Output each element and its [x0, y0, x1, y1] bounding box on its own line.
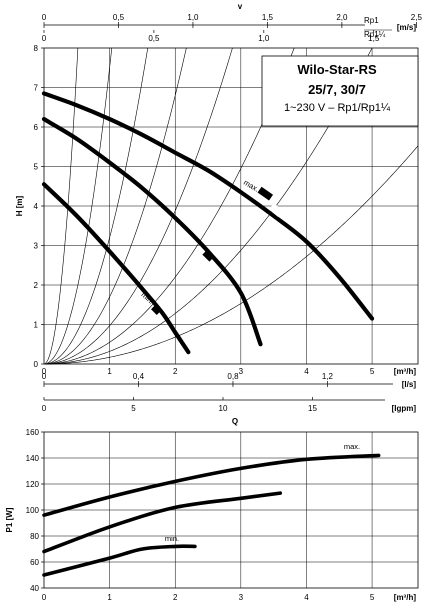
- v-rp1-tick-label: 0,5: [113, 13, 125, 22]
- hq-series-3: [41, 182, 191, 355]
- p1-ytick-label: 160: [26, 428, 40, 437]
- v-rp1-tick-label: 1,5: [262, 13, 274, 22]
- p1-xlabel: [m³/h]: [394, 593, 417, 602]
- m3h-tick-label: 2: [173, 367, 178, 376]
- p1-axes: 40 60 80 100 120 140 160 0 1 2 3 4 5 [m³/h] P1 [W]: [5, 428, 416, 602]
- p1-xtick-label: 5: [370, 593, 375, 602]
- p1-xtick-label: 1: [107, 593, 112, 602]
- ls-unit: [l/s]: [402, 380, 417, 389]
- hq-ytick-label: 6: [34, 123, 39, 132]
- v-rp114-tick-label: 1,0: [258, 34, 270, 43]
- hq-series-2: [41, 117, 263, 347]
- p1-annotation-max: max.: [344, 442, 360, 451]
- m3h-tick-label: 4: [304, 367, 309, 376]
- ls-tick-label: 0,4: [133, 372, 145, 381]
- system-curve: [43, 47, 187, 365]
- chart-subtitle: 25/7, 30/7: [308, 82, 366, 97]
- hq-series-1: [41, 91, 375, 321]
- annotation-max: max.: [242, 178, 261, 194]
- v-rp114-tick-label: 1,5: [368, 34, 380, 43]
- v-rp114-tick-label: 0: [42, 34, 47, 43]
- v-rp1-tick-label: 0: [42, 13, 47, 22]
- p1-ytick-label: 140: [26, 454, 40, 463]
- max-marker: [257, 186, 274, 201]
- hq-series: max.min.: [41, 91, 375, 355]
- m3h-unit: [m³/h]: [394, 367, 417, 376]
- m3h-tick-label: 0: [42, 367, 47, 376]
- hq-ytick-label: 0: [34, 360, 39, 369]
- p1-ytick-label: 40: [30, 584, 39, 593]
- hq-ytick-label: 3: [34, 242, 39, 251]
- hq-ytick-label: 7: [34, 84, 39, 93]
- igpm-unit: [Igpm]: [392, 404, 417, 413]
- system-curve: [43, 47, 295, 365]
- system-curve: [44, 145, 419, 365]
- v-rp114-unit-label: Rp1¼: [364, 30, 386, 39]
- m3h-tick-label: 1: [107, 367, 112, 376]
- v-rp1-unit-label: Rp1: [364, 16, 379, 25]
- p1-ytick-label: 80: [30, 532, 39, 541]
- hq-axes: 0 1 2 3 4 5 6 7 8 H [m] 0 1 2 3 4 5 [m³/h] 0 0,4 0,8 1,2 [l/s…: [15, 2, 422, 426]
- hq-ylabel: H [m]: [15, 195, 24, 216]
- max-gap: [268, 203, 284, 217]
- v-rp1-tick-label: 1,0: [187, 13, 199, 22]
- p1-ytick-label: 120: [26, 480, 40, 489]
- min-marker: [151, 305, 161, 315]
- system-curve: [43, 47, 79, 365]
- p1-xtick-label: 4: [304, 593, 309, 602]
- p1-ylabel: P1 [W]: [5, 507, 14, 532]
- hq-ytick-label: 5: [34, 163, 39, 172]
- p1-xtick-label: 3: [239, 593, 244, 602]
- hq-ytick-label: 4: [34, 202, 39, 211]
- chart-note: 1~230 V – Rp1/Rp1¼: [284, 102, 391, 114]
- system-curve: [43, 47, 113, 365]
- p1-xtick-label: 2: [173, 593, 178, 602]
- p1-annotation-min: min.: [165, 534, 179, 543]
- p1-series-3: [42, 544, 197, 577]
- hq-ytick-label: 2: [34, 281, 39, 290]
- p1-series-2: [42, 491, 283, 554]
- m3h-tick-label: 3: [239, 367, 244, 376]
- p1-xtick-label: 0: [42, 593, 47, 602]
- igpm-tick-label: 10: [219, 404, 228, 413]
- ls-tick-label: 0,8: [227, 372, 239, 381]
- p1-ytick-label: 60: [30, 558, 39, 567]
- q-label: Q: [232, 417, 238, 426]
- v-rp1-tick-label: 2,0: [336, 13, 348, 22]
- system-curves: [43, 47, 419, 365]
- ls-tick-label: 1,2: [322, 372, 334, 381]
- igpm-tick-label: 5: [131, 404, 136, 413]
- title-box: Wilo-Star-RS 25/7, 30/7 1~230 V – Rp1/Rp…: [261, 55, 419, 127]
- chart-title: Wilo-Star-RS: [297, 62, 377, 77]
- p1-ytick-label: 100: [26, 506, 40, 515]
- system-curve: [43, 47, 149, 365]
- v-rp114-tick-label: 0,5: [148, 34, 160, 43]
- igpm-tick-label: 0: [42, 404, 47, 413]
- v-unit: [m/s]: [397, 23, 416, 32]
- velocity-label: v: [238, 2, 243, 11]
- mid-marker: [202, 249, 215, 262]
- system-curve: [43, 47, 373, 365]
- igpm-tick-label: 15: [308, 404, 317, 413]
- hq-ytick-label: 1: [34, 321, 39, 330]
- p1-series-1: [42, 453, 381, 517]
- hq-ytick-label: 8: [34, 44, 39, 53]
- v-rp1-tick-label: 2,5: [411, 13, 423, 22]
- m3h-tick-label: 5: [370, 367, 375, 376]
- p1-series: max. min.: [42, 442, 381, 577]
- ls-tick-label: 0: [42, 372, 47, 381]
